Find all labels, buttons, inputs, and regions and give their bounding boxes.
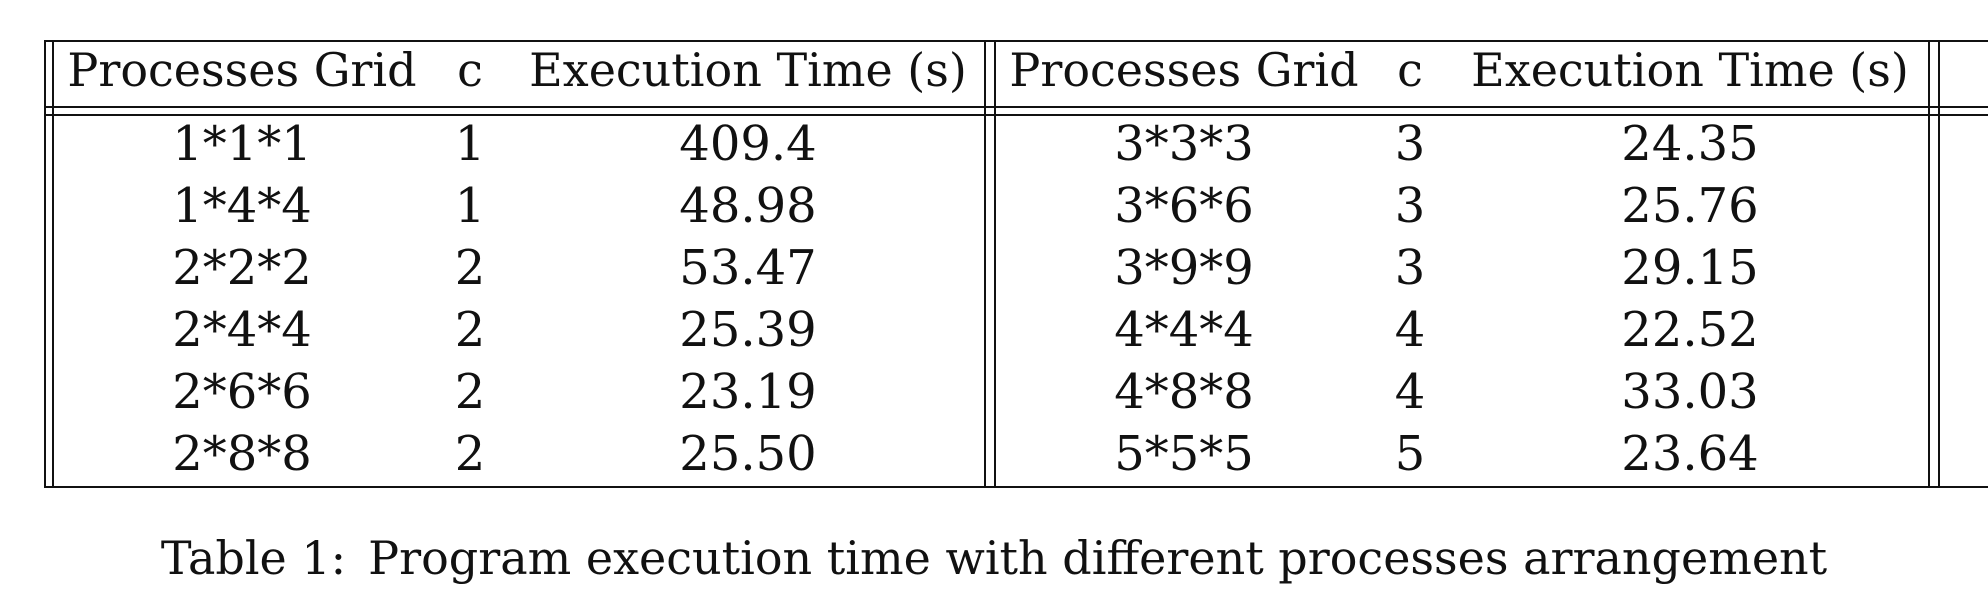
header-c-right: c <box>1397 43 1423 97</box>
middle-border-right <box>994 40 996 488</box>
table-cell: 25.39 <box>679 302 817 358</box>
header-bottom-rule <box>44 106 1988 108</box>
table-cell: 1 <box>454 178 486 234</box>
table-cell: 1 <box>454 116 486 172</box>
right-border-inner <box>1928 40 1930 488</box>
left-border-outer <box>44 40 46 488</box>
table-cell: 23.19 <box>679 364 817 420</box>
header-bottom-rule-double <box>44 114 1988 116</box>
header-c-left: c <box>457 43 483 97</box>
header-processes-grid-right: Processes Grid <box>1009 43 1359 97</box>
table-cell: 3*6*6 <box>1114 178 1254 234</box>
table-cell: 2*8*8 <box>172 426 312 482</box>
table-cell: 2 <box>454 302 486 358</box>
table-cell: 25.76 <box>1621 178 1759 234</box>
table-cell: 22.52 <box>1621 302 1759 358</box>
table-cell: 2 <box>454 240 486 296</box>
table-cell: 23.64 <box>1621 426 1759 482</box>
table-cell: 2*4*4 <box>172 302 312 358</box>
table-cell: 5*5*5 <box>1114 426 1254 482</box>
table-cell: 48.98 <box>679 178 817 234</box>
caption-label: Table 1: <box>160 531 347 585</box>
table-cell: 2*6*6 <box>172 364 312 420</box>
table-cell: 3*3*3 <box>1114 116 1254 172</box>
header-processes-grid-left: Processes Grid <box>67 43 417 97</box>
table-caption: Table 1: Program execution time with diff… <box>0 528 1988 588</box>
table-cell: 2*2*2 <box>172 240 312 296</box>
table-cell: 3 <box>1394 240 1426 296</box>
table-cell: 1*4*4 <box>172 178 312 234</box>
table-cell: 4 <box>1394 302 1426 358</box>
table-cell: 1*1*1 <box>172 116 312 172</box>
table-cell: 5 <box>1394 426 1426 482</box>
left-border-inner <box>52 40 54 488</box>
table-cell: 3*9*9 <box>1114 240 1254 296</box>
table-cell: 3 <box>1394 116 1426 172</box>
table-cell: 4 <box>1394 364 1426 420</box>
table-cell: 3 <box>1394 178 1426 234</box>
table-cell: 4*8*8 <box>1114 364 1254 420</box>
table-cell: 2 <box>454 426 486 482</box>
table-cell: 409.4 <box>679 116 817 172</box>
header-execution-time-right: Execution Time (s) <box>1471 43 1909 97</box>
table-cell: 29.15 <box>1621 240 1759 296</box>
table-cell: 33.03 <box>1621 364 1759 420</box>
table-cell: 25.50 <box>679 426 817 482</box>
table-bottom-rule <box>44 486 1988 488</box>
table-cell: 4*4*4 <box>1114 302 1254 358</box>
table-cell: 53.47 <box>679 240 817 296</box>
header-execution-time-left: Execution Time (s) <box>529 43 967 97</box>
right-border-outer <box>1938 40 1940 488</box>
caption-text: Program execution time with different pr… <box>368 531 1828 585</box>
table-cell: 24.35 <box>1621 116 1759 172</box>
table-top-rule <box>44 40 1988 42</box>
table-cell: 2 <box>454 364 486 420</box>
middle-border-left <box>984 40 986 488</box>
